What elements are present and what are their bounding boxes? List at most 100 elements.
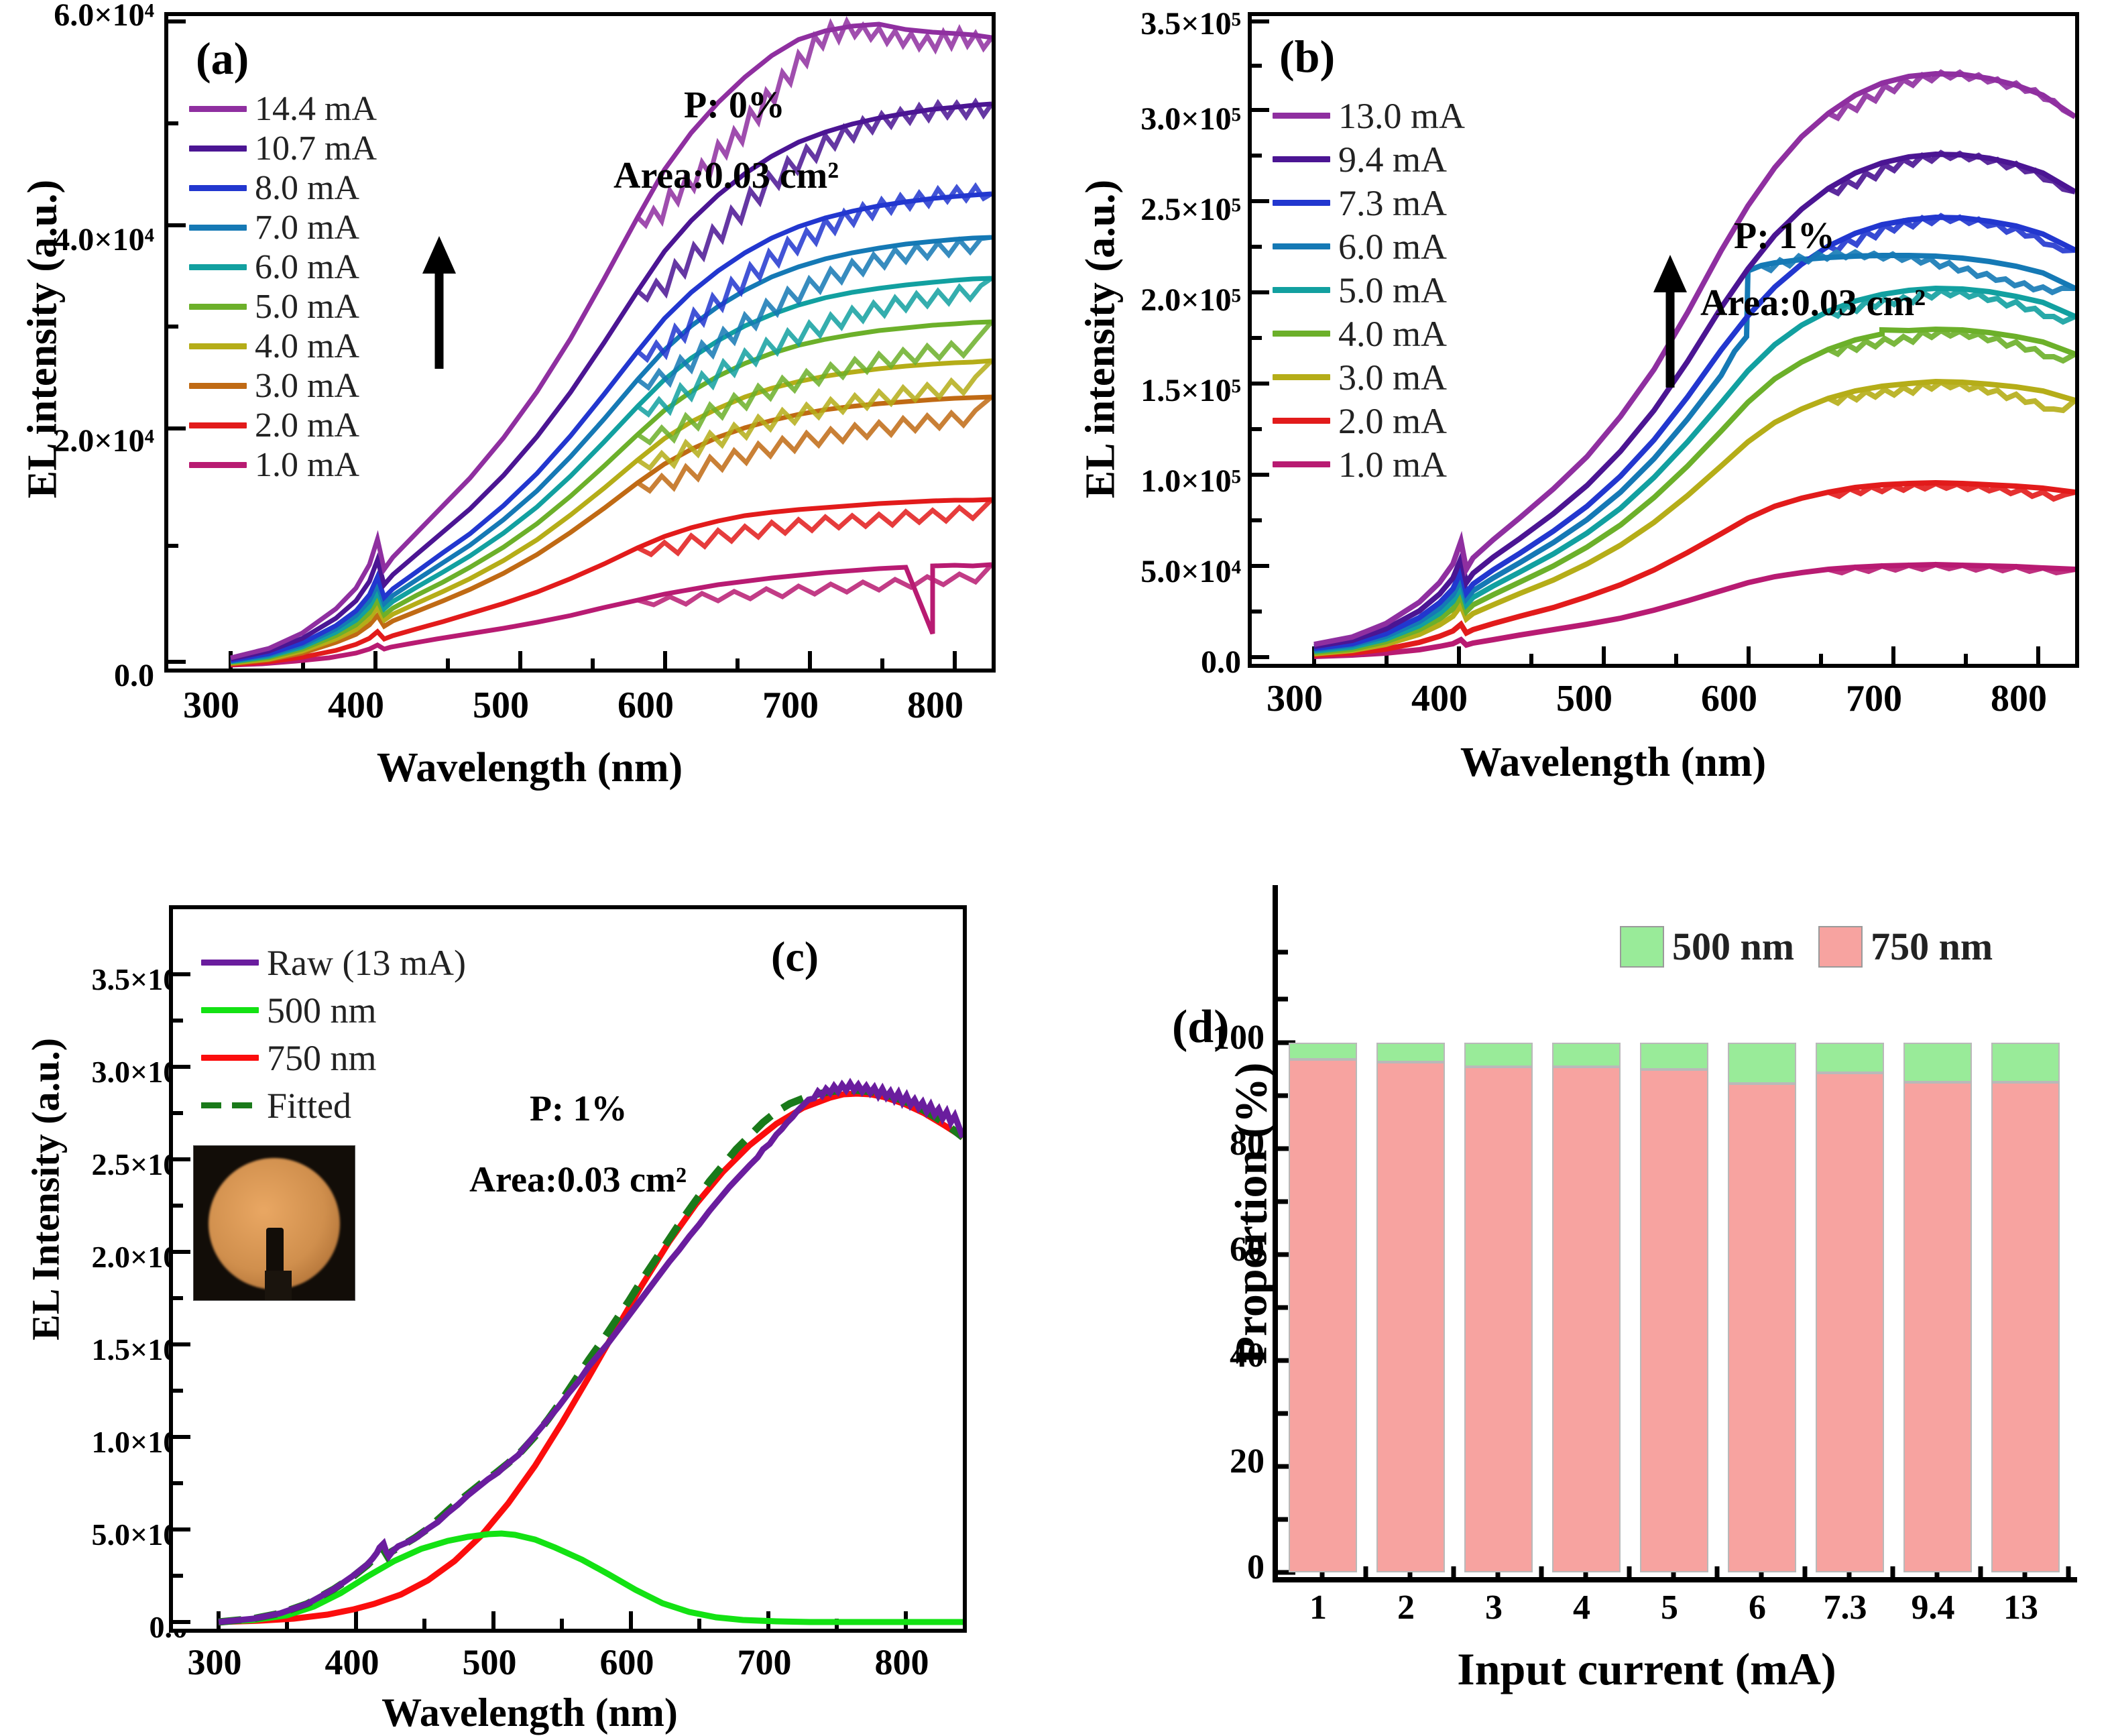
legend-item-label: 1.0 mA bbox=[1338, 444, 1447, 485]
legend-item-label: 750 nm bbox=[1871, 925, 1993, 968]
panel-c-ytick-5: 2.5×10⁵ bbox=[91, 1147, 188, 1181]
panel-c-annotation-area: Area:0.03 cm² bbox=[469, 1159, 687, 1200]
bar-group bbox=[1552, 1043, 1621, 1572]
panel-d-xtick-0: 1 bbox=[1309, 1588, 1327, 1627]
panel-d-xtick-4: 5 bbox=[1661, 1588, 1678, 1627]
panel-b-xtick-1: 400 bbox=[1411, 678, 1468, 719]
panel-b-annotation-area: Area:0.03 cm² bbox=[1700, 282, 1926, 324]
legend-item: Raw (13 mA) bbox=[201, 939, 466, 986]
legend-item-label: 8.0 mA bbox=[255, 169, 359, 207]
legend-item-label: 14.4 mA bbox=[255, 90, 377, 128]
panel-c-xtick-5: 800 bbox=[874, 1642, 929, 1682]
panel-d-ytick-5: 100 bbox=[1212, 1019, 1265, 1057]
bar-segment-750nm bbox=[1816, 1073, 1884, 1572]
panel-b-ytick-1: 5.0×10⁴ bbox=[1140, 554, 1241, 589]
panel-d-ytick-4: 80 bbox=[1230, 1124, 1265, 1163]
legend-item-label: 750 nm bbox=[267, 1037, 377, 1078]
panel-d-legend: 500 nm 750 nm bbox=[1620, 924, 1993, 969]
led-emission-inset-photo bbox=[193, 1145, 355, 1301]
panel-d-xtick-8: 13 bbox=[2003, 1588, 2038, 1627]
panel-a-y-axis-label: EL intensity (a.u.) bbox=[19, 179, 66, 499]
panel-c-ytick-1: 5.0×10⁴ bbox=[91, 1517, 188, 1552]
bar-segment-750nm bbox=[1552, 1067, 1621, 1572]
legend-color-swatch bbox=[189, 383, 247, 389]
legend-item: 5.0 mA bbox=[189, 287, 377, 327]
legend-item-label: 2.0 mA bbox=[255, 406, 359, 445]
legend-item: 2.0 mA bbox=[1273, 399, 1465, 443]
panel-c-xtick-0: 300 bbox=[187, 1642, 242, 1682]
panel-a-up-arrow-icon bbox=[422, 236, 456, 369]
panel-c-ytick-4: 2.0×10⁵ bbox=[91, 1240, 188, 1274]
legend-item-label: 4.0 mA bbox=[1338, 313, 1447, 354]
legend-item-label: 1.0 mA bbox=[255, 446, 359, 484]
legend-item-label: 500 nm bbox=[1672, 925, 1795, 968]
bar-group bbox=[1728, 1043, 1796, 1572]
legend-item: 3.0 mA bbox=[189, 366, 377, 406]
panel-b-xtick-5: 800 bbox=[1991, 678, 2047, 719]
legend-color-swatch bbox=[201, 960, 259, 966]
panel-a-ytick-0: 0.0 bbox=[114, 658, 154, 693]
panel-d-plot-area bbox=[1273, 885, 2077, 1582]
bar-group bbox=[1991, 1043, 2060, 1572]
bar-segment-500nm bbox=[1991, 1043, 2060, 1083]
panel-b-xtick-4: 700 bbox=[1846, 678, 1902, 719]
panel-a-annotation-area: Area:0.03 cm² bbox=[613, 155, 839, 196]
panel-a-curves bbox=[168, 16, 992, 669]
legend-item: 3.0 mA bbox=[1273, 355, 1465, 399]
led-contact-stem bbox=[265, 1271, 292, 1300]
legend-item-label: 7.3 mA bbox=[1338, 182, 1447, 223]
bar-segment-500nm bbox=[1464, 1043, 1533, 1067]
legend-color-swatch bbox=[1273, 156, 1330, 162]
panel-c-xtick-3: 600 bbox=[599, 1642, 654, 1682]
bar-segment-750nm bbox=[1640, 1069, 1708, 1572]
panel-a-xtick-0: 300 bbox=[183, 685, 239, 726]
panel-c-ytick-0: 0.0 bbox=[37, 1609, 188, 1645]
legend-color-swatch bbox=[189, 264, 247, 270]
legend-color-swatch bbox=[189, 185, 247, 191]
panel-c-xtick-4: 700 bbox=[737, 1642, 792, 1682]
panel-b-xtick-3: 600 bbox=[1701, 678, 1757, 719]
panel-b-legend: 13.0 mA 9.4 mA 7.3 mA 6.0 mA 5.0 mA 4.0 … bbox=[1273, 94, 1465, 486]
bar-segment-750nm bbox=[1991, 1082, 2060, 1572]
bar-segment-500nm bbox=[1816, 1043, 1884, 1074]
legend-color-swatch bbox=[1273, 113, 1330, 119]
bar-segment-750nm bbox=[1903, 1082, 1972, 1572]
legend-item: 8.0 mA bbox=[189, 168, 377, 208]
bar-group bbox=[1289, 1043, 1357, 1572]
bar-segment-500nm bbox=[1903, 1043, 1972, 1082]
bar-segment-500nm bbox=[1376, 1043, 1445, 1063]
legend-item: 4.0 mA bbox=[1273, 312, 1465, 355]
legend-color-swatch bbox=[189, 343, 247, 349]
legend-color-swatch bbox=[1273, 331, 1330, 337]
panel-c-xtick-2: 500 bbox=[462, 1642, 517, 1682]
panel-d-xtick-2: 3 bbox=[1485, 1588, 1503, 1627]
panel-c-annotation-power: P: 1% bbox=[530, 1088, 628, 1129]
panel-a-xtick-5: 800 bbox=[907, 685, 963, 726]
legend-item: 1.0 mA bbox=[189, 445, 377, 485]
bar-group bbox=[1903, 1043, 1972, 1572]
panel-d-ytick-2: 40 bbox=[1230, 1336, 1265, 1375]
legend-color-swatch bbox=[1273, 200, 1330, 206]
legend-item-label: 2.0 mA bbox=[1338, 400, 1447, 441]
panel-c-ytick-3: 1.5×10⁵ bbox=[91, 1332, 188, 1367]
panel-b: EL intensity (a.u.) 0.0 5.0×10⁴ 1.0×10⁵ … bbox=[1057, 0, 2114, 845]
bar-group bbox=[1376, 1043, 1445, 1572]
bar-segment-750nm bbox=[1376, 1062, 1445, 1572]
legend-item: 750 nm bbox=[201, 1034, 466, 1082]
panel-b-ytick-0: 0.0 bbox=[1201, 644, 1241, 680]
panel-d-xtick-7: 9.4 bbox=[1911, 1588, 1955, 1627]
legend-color-swatch bbox=[1273, 461, 1330, 467]
legend-color-swatch bbox=[1620, 925, 1664, 968]
legend-color-swatch bbox=[1818, 925, 1863, 968]
panel-b-ytick-6: 3.0×10⁵ bbox=[1140, 101, 1241, 137]
legend-color-swatch bbox=[189, 462, 247, 468]
legend-item: 4.0 mA bbox=[189, 327, 377, 366]
legend-color-swatch bbox=[1273, 243, 1330, 249]
panel-c-letter: (c) bbox=[771, 933, 819, 980]
panel-b-curves bbox=[1252, 19, 2075, 664]
panel-a-plot-area bbox=[164, 12, 996, 673]
panel-a-xtick-1: 400 bbox=[328, 685, 384, 726]
bar-group bbox=[1464, 1043, 1533, 1572]
panel-a-annotation-power: P: 0% bbox=[684, 84, 785, 126]
legend-color-swatch-dashed bbox=[201, 1102, 259, 1108]
